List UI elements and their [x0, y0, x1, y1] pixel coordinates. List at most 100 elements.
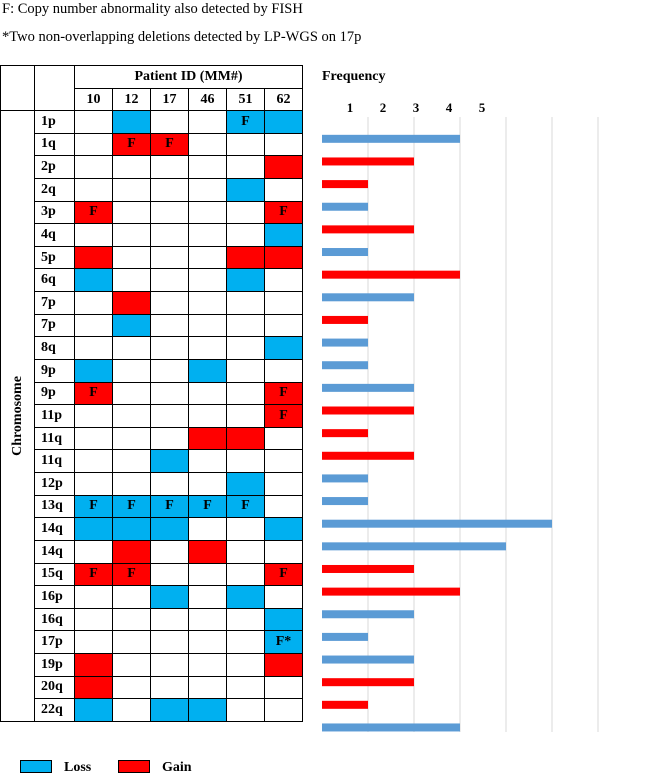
- cell-empty: [226, 404, 265, 428]
- fish-mark: F: [127, 136, 136, 152]
- cell-empty: [150, 245, 189, 270]
- cell-gain: [74, 653, 113, 677]
- cell-gain: [264, 653, 303, 677]
- cell-loss: [112, 313, 151, 338]
- cell-empty: [188, 177, 227, 202]
- cell-empty: [112, 607, 151, 632]
- cell-gain: F: [112, 562, 151, 587]
- bar-loss: [322, 474, 368, 483]
- table-row: 2q: [1, 177, 303, 202]
- cell-empty: [264, 313, 303, 338]
- cell-empty: [226, 381, 265, 406]
- cell-loss: F: [226, 494, 265, 519]
- cell-empty: [150, 177, 189, 202]
- table-row: 6q: [1, 268, 303, 292]
- cell-empty: [226, 336, 265, 360]
- cell-empty: [264, 494, 303, 519]
- cell-empty: [150, 313, 189, 338]
- cell-loss: [188, 358, 227, 383]
- cell-empty: [74, 110, 113, 134]
- cell-gain: F: [112, 132, 151, 157]
- cell-empty: [112, 358, 151, 383]
- table-row: 20q: [1, 675, 303, 700]
- bar-loss: [322, 610, 414, 619]
- cell-empty: [74, 630, 113, 654]
- wgs-footnote: *Two non-overlapping deletions detected …: [2, 29, 362, 45]
- bar-gain: [322, 587, 460, 596]
- fish-footnote: F: Copy number abnormality also detected…: [2, 1, 303, 17]
- cell-empty: [112, 653, 151, 677]
- patient-id-header: Patient ID (MM#): [74, 65, 303, 89]
- cell-empty: [150, 630, 189, 654]
- fish-mark: F: [165, 498, 174, 514]
- cell-loss: [150, 517, 189, 541]
- cell-empty: [226, 698, 265, 722]
- fish-mark: F: [279, 407, 288, 423]
- bar-loss: [322, 202, 368, 211]
- table-row: 14q: [1, 517, 303, 541]
- table-row: 13q F F F F F: [1, 494, 303, 519]
- cell-empty: [188, 607, 227, 632]
- cell-loss: F: [74, 494, 113, 519]
- cell-empty: [74, 313, 113, 338]
- cell-empty: [74, 585, 113, 609]
- cell-empty: [112, 268, 151, 292]
- cell-gain: F: [74, 381, 113, 406]
- table-row: 4q: [1, 223, 303, 247]
- cell-empty: [226, 675, 265, 700]
- cell-empty: [112, 449, 151, 473]
- cell-loss: F: [188, 494, 227, 519]
- chromosome-label: 4q: [34, 223, 75, 247]
- cell-empty: [150, 110, 189, 134]
- chromosome-label: 14q: [34, 517, 75, 541]
- cell-empty: [150, 472, 189, 496]
- cell-empty: [264, 177, 303, 202]
- cell-gain: F: [74, 200, 113, 225]
- table-row: 9p: [1, 358, 303, 383]
- bar-loss: [322, 134, 460, 143]
- cell-empty: [150, 268, 189, 292]
- x-tick-label: 5: [479, 100, 486, 115]
- chromosome-corner-top: [0, 65, 35, 89]
- cell-empty: [188, 291, 227, 315]
- cell-empty: [264, 132, 303, 157]
- chromosome-axis-label: Chromosome: [9, 376, 25, 456]
- cell-gain: [188, 426, 227, 451]
- table-row: 8q: [1, 336, 303, 360]
- cell-empty: [188, 562, 227, 587]
- cell-loss: [264, 517, 303, 541]
- cell-gain: [226, 426, 265, 451]
- bar-gain: [322, 700, 368, 709]
- fish-mark: F: [279, 204, 288, 220]
- chromosome-label: 20q: [34, 675, 75, 700]
- table-row: 11p F: [1, 404, 303, 428]
- cell-loss: [226, 585, 265, 609]
- cell-loss: [112, 517, 151, 541]
- cell-empty: [112, 585, 151, 609]
- chromosome-label: 19p: [34, 653, 75, 677]
- cell-gain: [112, 291, 151, 315]
- chromosome-label: 7p: [34, 313, 75, 338]
- bar-loss: [322, 248, 368, 257]
- table-row: 11q: [1, 426, 303, 451]
- cell-empty: [112, 630, 151, 654]
- cell-empty: [226, 291, 265, 315]
- cell-loss: [150, 698, 189, 722]
- cell-loss: [264, 223, 303, 247]
- patient-id-17: 17: [150, 88, 189, 111]
- fish-mark: F: [241, 498, 250, 514]
- chromosome-label: 5p: [34, 245, 75, 270]
- row-label-corner-bottom: [34, 88, 75, 111]
- gain-swatch: [118, 760, 150, 774]
- bar-gain: [322, 406, 414, 415]
- table-row: 15q F F F: [1, 562, 303, 587]
- cell-empty: [226, 562, 265, 587]
- table-row: 5p: [1, 245, 303, 270]
- cell-empty: [188, 155, 227, 179]
- chromosome-label: 11p: [34, 404, 75, 428]
- cell-empty: [188, 110, 227, 134]
- frequency-bar-chart: Frequency 1 2 3 4 5: [322, 69, 599, 732]
- cell-gain: [264, 155, 303, 179]
- cell-empty: [112, 381, 151, 406]
- cell-empty: [74, 336, 113, 360]
